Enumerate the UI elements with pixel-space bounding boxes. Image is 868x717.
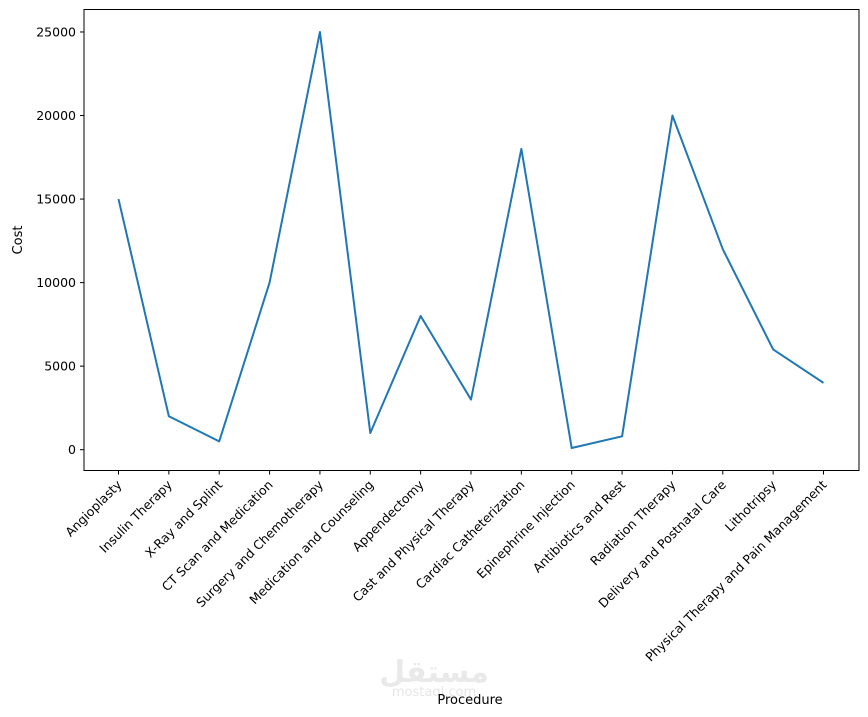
x-tick-label: Antibiotics and Rest xyxy=(530,477,629,576)
y-tick-label: 0 xyxy=(68,442,76,457)
plot-frame xyxy=(83,9,860,471)
x-tick-label: Physical Therapy and Pain Management xyxy=(642,477,829,664)
x-axis-label: Procedure xyxy=(437,693,502,708)
y-tick-label: 25000 xyxy=(36,24,76,39)
y-axis-ticks: 0 5000 10000 15000 20000 25000 xyxy=(36,24,84,457)
series-line xyxy=(117,30,825,450)
y-tick-label: 5000 xyxy=(44,359,76,374)
watermark: مستقل mostaql.com xyxy=(379,655,489,700)
x-tick-label: Epinephrine Injection xyxy=(473,477,577,581)
watermark-arabic: مستقل xyxy=(379,655,489,690)
y-axis-label: Cost xyxy=(11,226,26,255)
y-tick-label: 20000 xyxy=(36,108,76,123)
x-tick-label: Radiation Therapy xyxy=(587,477,679,569)
y-tick-label: 15000 xyxy=(36,192,76,207)
y-tick-label: 10000 xyxy=(36,275,76,290)
watermark-latin: mostaql.com xyxy=(392,685,476,700)
